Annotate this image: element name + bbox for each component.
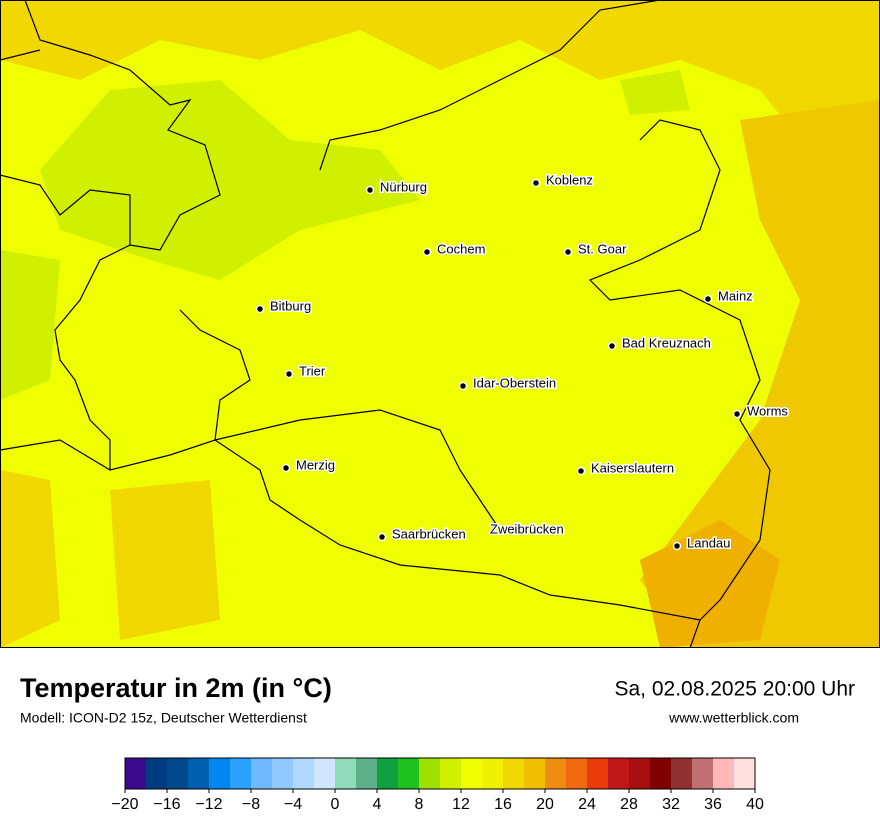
colorbar-segment xyxy=(566,758,588,789)
city-dot xyxy=(284,369,294,379)
state-border xyxy=(319,0,771,621)
colorbar-segment xyxy=(713,758,735,789)
colorbar-tick-label: 8 xyxy=(415,796,424,813)
warm-area xyxy=(640,100,880,648)
city-label: Kaiserslautern xyxy=(591,460,674,475)
colorbar-frame xyxy=(124,757,756,790)
colorbar-segment xyxy=(482,758,504,789)
city-label: Cochem xyxy=(437,241,485,256)
warm-area xyxy=(0,0,880,140)
city-dot xyxy=(255,304,265,314)
warm-area xyxy=(110,480,220,640)
city-dot xyxy=(576,466,586,476)
city-label: Landau xyxy=(687,535,730,550)
colorbar-tick-label: 36 xyxy=(704,796,722,813)
city-dot xyxy=(377,532,387,542)
country-border xyxy=(0,49,131,245)
city-dot xyxy=(563,247,573,257)
city-dot xyxy=(607,341,617,351)
colorbar-segment xyxy=(314,758,336,789)
colorbar-segment xyxy=(251,758,273,789)
cool-area xyxy=(40,80,420,280)
city-label: Worms xyxy=(747,403,788,418)
city-dot xyxy=(365,185,375,195)
city-dot xyxy=(458,381,468,391)
colorbar-tick-label: −4 xyxy=(284,796,302,813)
colorbar-segment xyxy=(461,758,483,789)
colorbar-segment xyxy=(398,758,420,789)
colorbar-tick-label: −16 xyxy=(153,796,180,813)
colorbar-segment xyxy=(356,758,378,789)
colorbar-segment xyxy=(209,758,231,789)
colorbar-segment xyxy=(419,758,441,789)
city-label: Koblenz xyxy=(546,172,593,187)
colorbar-tick-label: 20 xyxy=(536,796,554,813)
city-dot xyxy=(703,294,713,304)
city-dot xyxy=(672,541,682,551)
state-border xyxy=(179,309,501,531)
city-label: Zweibrücken xyxy=(490,521,564,536)
colorbar-segment xyxy=(524,758,546,789)
city-label: Bitburg xyxy=(270,298,311,313)
cool-area xyxy=(620,70,690,115)
colorbar-segment xyxy=(188,758,210,789)
colorbar-tick-label: 32 xyxy=(662,796,680,813)
cool-area xyxy=(0,250,60,400)
colorbar-tick-label: 12 xyxy=(452,796,470,813)
colorbar-tick-label: −12 xyxy=(195,796,222,813)
city-dot xyxy=(422,247,432,257)
title: Temperatur in 2m (in °C) xyxy=(20,673,332,703)
city-dot xyxy=(281,463,291,473)
city-label: Mainz xyxy=(718,288,753,303)
city-label: Idar-Oberstein xyxy=(473,375,556,390)
colorbar-segment xyxy=(545,758,567,789)
city-label: St. Goar xyxy=(578,241,627,256)
colorbar-segment xyxy=(125,758,147,789)
colorbar-tick-label: 0 xyxy=(331,796,340,813)
city-label: Merzig xyxy=(296,457,335,472)
colorbar-segment xyxy=(587,758,609,789)
city-labels: Nürburg Koblenz Cochem St. Goar Mainz Bitburg… xyxy=(255,171,790,552)
warm-area xyxy=(640,520,780,648)
warm-area xyxy=(0,470,60,648)
colorbar-segment xyxy=(230,758,252,789)
colorbar-segment xyxy=(146,758,168,789)
colorbar-segment xyxy=(671,758,693,789)
city-label: Saarbrücken xyxy=(392,526,466,541)
colorbar-segment xyxy=(377,758,399,789)
city-dot xyxy=(732,409,742,419)
country-border xyxy=(0,439,701,649)
map xyxy=(0,0,880,649)
colorbar-segment xyxy=(272,758,294,789)
city-label: Trier xyxy=(299,363,326,378)
colorbar: −20 −16 −12 −8 −4 0 4 8 12 16 20 24 28 32 36 40 xyxy=(111,757,764,813)
date: Sa, 02.08.2025 20:00 Uhr xyxy=(614,678,855,701)
website: www.wetterblick.com xyxy=(668,710,799,726)
colorbar-segment xyxy=(608,758,630,789)
colorbar-segment xyxy=(503,758,525,789)
city-dot xyxy=(531,178,541,188)
colorbar-segment xyxy=(650,758,672,789)
colorbar-tick-label: 4 xyxy=(373,796,382,813)
subtitle: Modell: ICON-D2 15z, Deutscher Wetterdie… xyxy=(20,710,307,726)
colorbar-tick-label: 24 xyxy=(578,796,596,813)
colorbar-segment xyxy=(335,758,357,789)
colorbar-segment xyxy=(692,758,714,789)
colorbar-tick-label: 28 xyxy=(620,796,638,813)
city-label: Bad Kreuznach xyxy=(622,335,711,350)
colorbar-segment xyxy=(440,758,462,789)
colorbar-tick-label: 40 xyxy=(746,796,764,813)
colorbar-tick-label: −8 xyxy=(242,796,260,813)
colorbar-segment xyxy=(734,758,756,789)
country-border xyxy=(24,0,221,470)
colorbar-tick-label: −20 xyxy=(111,796,138,813)
colorbar-segment xyxy=(293,758,315,789)
colorbar-segment xyxy=(167,758,189,789)
colorbar-tick-label: 16 xyxy=(494,796,512,813)
colorbar-segment xyxy=(629,758,651,789)
city-label: Nürburg xyxy=(380,179,427,194)
